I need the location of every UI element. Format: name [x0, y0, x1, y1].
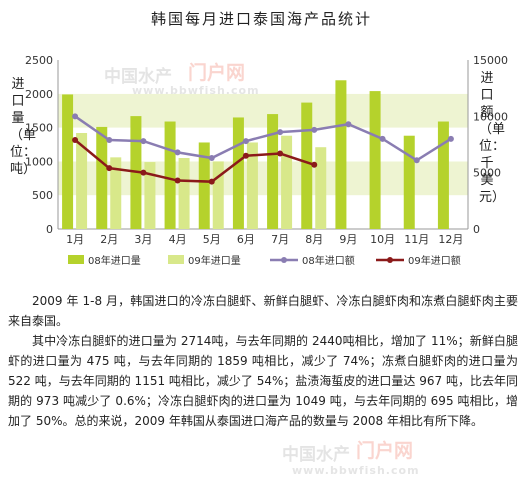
x-tick: 3月	[134, 233, 152, 246]
line-point	[174, 177, 181, 184]
legend-marker	[281, 257, 287, 263]
line-point	[311, 161, 318, 168]
bar	[301, 102, 313, 229]
line-point	[208, 155, 215, 162]
legend-label: 08年进口额	[302, 254, 355, 267]
bar	[76, 133, 88, 229]
x-tick: 12月	[438, 233, 463, 246]
line-point	[413, 157, 420, 164]
line-point	[140, 138, 147, 145]
line-point	[208, 178, 215, 185]
y-tick-left: 1500	[25, 122, 53, 135]
line-point	[140, 169, 147, 176]
y-tick-left: 500	[32, 189, 53, 202]
line-series	[74, 115, 452, 162]
bar	[110, 157, 122, 229]
chart: 0 500 1000 1500 2000 2500 0 5000 10000 15000 1月 2月 3…	[25, 54, 508, 267]
line-point	[311, 126, 318, 133]
legend-label: 09年进口额	[408, 254, 461, 267]
line-point	[379, 135, 386, 142]
grid-band	[58, 93, 468, 128]
article-paragraph-1: 2009 年 1-8 月，韩国进口的冷冻白腿虾、新鲜白腿虾、冷冻白腿虾肉和冻煮白…	[8, 294, 518, 328]
article-body: 2009 年 1-8 月，韩国进口的冷冻白腿虾、新鲜白腿虾、冷冻白腿虾肉和冻煮白…	[8, 291, 518, 431]
bar	[96, 126, 108, 229]
legend-label: 09年进口量	[188, 254, 241, 267]
x-tick: 9月	[339, 233, 357, 246]
legend: 08年进口量 09年进口量 08年进口额 09年进口额	[68, 254, 461, 267]
line-point	[72, 113, 79, 120]
y-tick-right: 15000	[473, 54, 508, 67]
y-tick-right: 0	[473, 223, 480, 236]
line-point	[277, 150, 284, 157]
y-tick-left: 2500	[25, 54, 53, 67]
bar	[198, 142, 210, 229]
y-axis-label-right: 进口额（单位：千美元）	[479, 71, 506, 205]
lines	[72, 113, 454, 185]
x-tick: 1月	[66, 233, 84, 246]
legend-swatch	[68, 255, 84, 264]
line-point	[106, 136, 113, 143]
chart-title: 韩国每月进口泰国海产品统计	[150, 10, 372, 28]
x-tick: 7月	[271, 233, 289, 246]
axes	[57, 60, 469, 230]
y-tick-left: 2000	[25, 88, 53, 101]
bar	[246, 142, 258, 229]
line-point	[277, 129, 284, 136]
watermark-brand-a-2: 中国水产	[282, 445, 350, 465]
bars	[62, 80, 449, 229]
bar	[212, 161, 224, 229]
line-point	[447, 135, 454, 142]
y-tick-left: 1000	[25, 155, 53, 168]
y-tick-left: 0	[46, 223, 53, 236]
line-point	[242, 138, 249, 145]
article-paragraph-2: 其中冷冻白腿虾的进口量为 2714吨，与去年同期的 2440吨相比，增加了 11…	[8, 334, 518, 428]
line-series	[74, 139, 315, 183]
y-tick-right: 5000	[473, 167, 501, 180]
grid-bands	[58, 60, 468, 229]
y-tick-right: 10000	[473, 110, 508, 123]
x-tick: 2月	[100, 233, 118, 246]
line-point	[174, 149, 181, 156]
line-point	[72, 136, 79, 143]
tick-labels: 0 500 1000 1500 2000 2500 0 5000 10000 15000 1月 2月 3…	[25, 54, 508, 246]
x-tick: 6月	[237, 233, 255, 246]
line-point	[106, 165, 113, 172]
bar	[144, 162, 156, 229]
bar	[369, 91, 381, 229]
bar	[164, 121, 176, 229]
legend-marker	[387, 257, 393, 263]
grid-band	[58, 60, 468, 94]
bar	[315, 147, 327, 229]
y-axis-label-left: 进口量（单位：吨）	[10, 77, 37, 177]
x-tick: 4月	[169, 233, 187, 246]
line-point	[345, 121, 352, 128]
bar	[267, 114, 279, 229]
bar	[232, 117, 244, 229]
x-tick: 8月	[305, 233, 323, 246]
watermark-brand-b-2: 门户网	[356, 440, 414, 462]
x-tick: 11月	[404, 233, 429, 246]
x-tick: 5月	[203, 233, 221, 246]
bar	[178, 158, 190, 229]
watermark-url-2: www.bbwfish.com	[292, 464, 420, 477]
bar	[335, 80, 347, 229]
legend-label: 08年进口量	[88, 254, 141, 267]
bar	[437, 121, 449, 229]
legend-swatch	[168, 255, 184, 264]
bar	[62, 94, 74, 229]
grid-band	[58, 195, 468, 229]
bar	[281, 135, 293, 229]
bar	[403, 135, 415, 229]
x-tick: 10月	[370, 233, 395, 246]
line-point	[242, 152, 249, 159]
grid-band	[58, 161, 468, 196]
